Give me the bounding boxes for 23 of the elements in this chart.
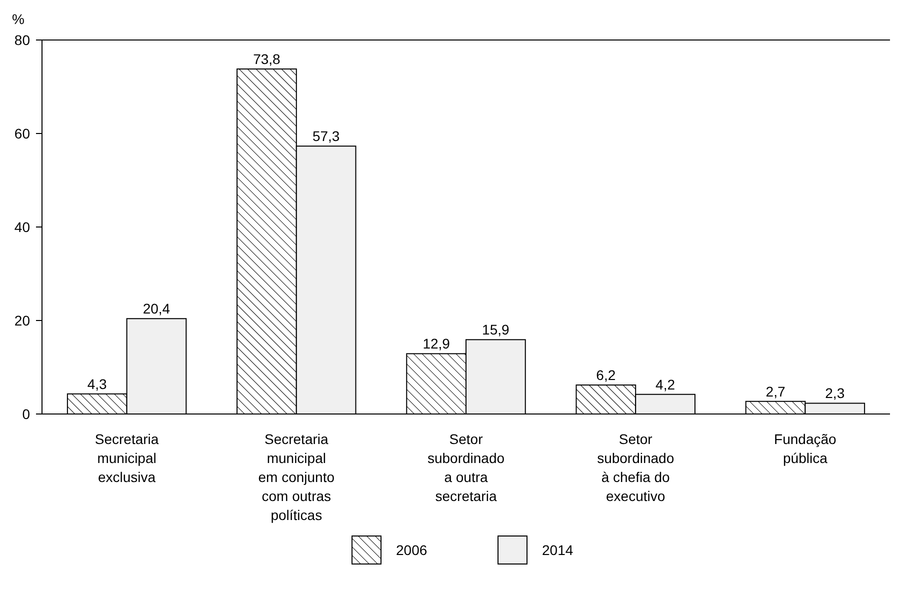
y-tick-label: 60 — [14, 125, 30, 142]
x-tick-label: Secretaria municipal exclusiva — [94, 431, 159, 485]
data-label: 2,3 — [825, 385, 845, 402]
data-label: 2,7 — [766, 383, 786, 400]
y-tick-label: 40 — [14, 218, 30, 235]
x-tick-label: Secretaria municipal em conjunto com outras políticas — [258, 431, 335, 523]
data-label: 57,3 — [312, 128, 340, 144]
data-label: 15,9 — [482, 322, 510, 338]
data-label: 20,4 — [142, 300, 170, 317]
x-tick-label: Setor subordinado a outra secretaria — [427, 431, 505, 504]
y-tick-label: 0 — [22, 406, 30, 422]
x-tick-label: Setor subordinado à chefia do executivo — [597, 431, 674, 504]
legend-label: 2006 — [396, 542, 428, 558]
y-tick-label: 20 — [14, 312, 30, 328]
data-label: 73,8 — [253, 50, 281, 67]
data-label: 12,9 — [422, 336, 450, 352]
data-label: 6,2 — [596, 367, 616, 384]
legend-label: 2014 — [542, 542, 574, 558]
data-label: 4,3 — [87, 376, 108, 392]
y-axis-title: % — [12, 11, 24, 27]
x-tick-label: Fundação pública — [774, 431, 837, 466]
data-label: 4,2 — [656, 376, 676, 392]
y-tick-label: 80 — [14, 32, 30, 48]
